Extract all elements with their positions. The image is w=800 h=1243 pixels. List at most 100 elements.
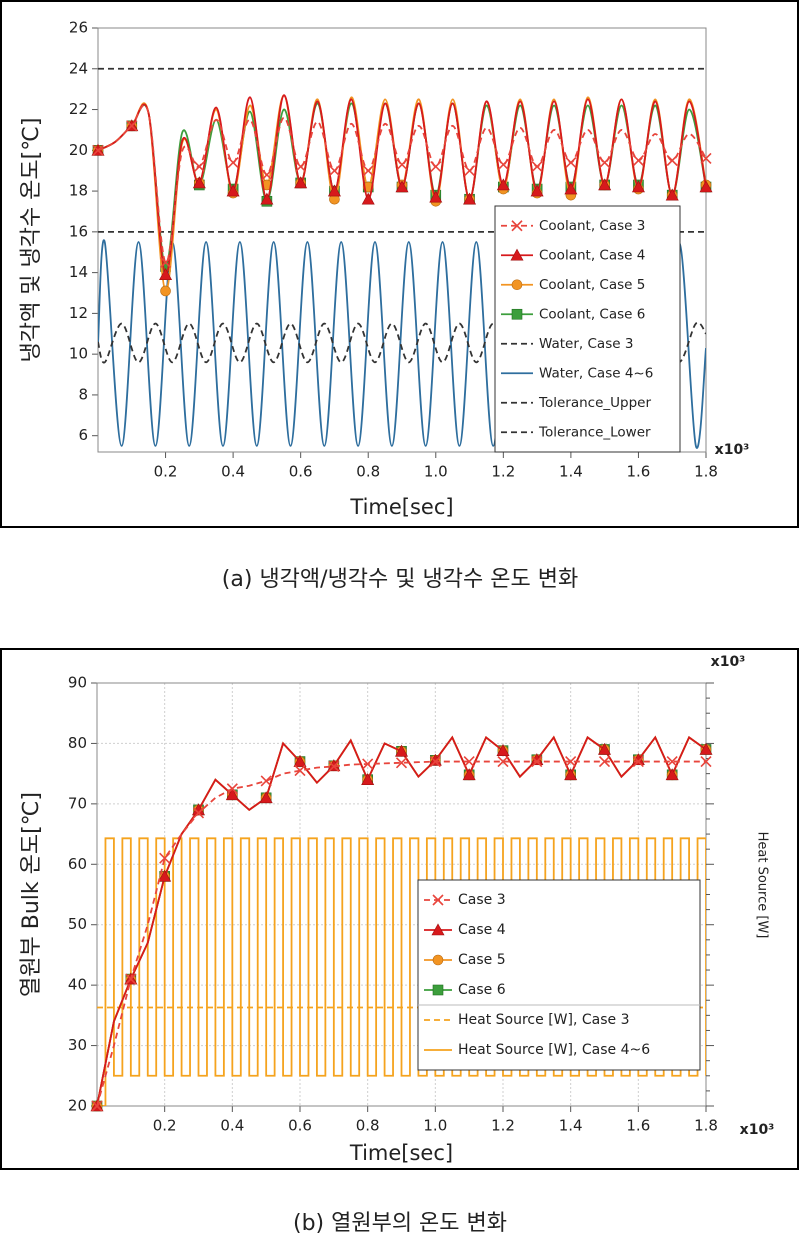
x-tick-label: 1.4 <box>559 463 583 481</box>
y-tick-label: 18 <box>69 182 88 200</box>
y2-axis-title: Heat Source [W] <box>755 832 770 939</box>
marker <box>598 178 612 191</box>
marker <box>510 248 524 261</box>
y2-multiplier: x10³ <box>711 654 746 670</box>
legend-label: Water, Case 3 <box>539 336 633 352</box>
marker <box>432 954 444 966</box>
marker <box>530 184 544 197</box>
y-axis-title: 열원부 Bulk 온도[℃] <box>19 792 44 997</box>
marker <box>92 144 104 156</box>
marker <box>328 165 341 177</box>
marker <box>361 773 375 785</box>
panel-frame <box>0 0 799 528</box>
marker <box>463 192 477 205</box>
marker <box>511 220 523 232</box>
marker <box>463 755 475 768</box>
marker <box>362 758 374 770</box>
marker <box>395 757 408 769</box>
marker <box>125 973 137 985</box>
marker <box>598 755 611 768</box>
x-multiplier: x10³ <box>715 442 750 458</box>
y-tick-label: 80 <box>68 734 87 752</box>
marker <box>531 161 543 173</box>
legend-label: Heat Source [W], Case 4~6 <box>458 1042 650 1058</box>
y-tick-label: 20 <box>69 141 88 159</box>
marker <box>463 165 476 177</box>
marker <box>665 188 679 201</box>
marker <box>226 783 238 795</box>
marker <box>160 285 171 297</box>
marker <box>159 852 171 864</box>
marker <box>429 755 441 768</box>
marker <box>394 744 409 757</box>
x-tick-label: 1.2 <box>491 463 515 481</box>
legend-label: Tolerance_Lower <box>538 424 651 440</box>
legend-box <box>494 205 681 453</box>
marker <box>396 159 408 171</box>
series-line <box>98 321 706 364</box>
y-axis-title: 냉각액 및 냉각수 온도[℃] <box>19 117 44 362</box>
y-tick-label: 40 <box>68 976 87 994</box>
marker <box>565 156 577 169</box>
marker <box>159 268 173 280</box>
marker <box>511 279 523 291</box>
marker <box>599 156 611 169</box>
marker <box>260 775 272 787</box>
marker <box>564 768 578 781</box>
x-tick-label: 0.6 <box>289 463 313 481</box>
marker <box>632 755 644 768</box>
marker <box>159 256 172 268</box>
legend-label: Case 4 <box>458 922 506 938</box>
y-tick-label: 16 <box>69 222 88 240</box>
marker <box>632 154 645 167</box>
x-tick-label: 0.2 <box>154 463 178 481</box>
legend-label: Tolerance_Upper <box>538 395 651 411</box>
marker <box>328 760 340 772</box>
y-tick-label: 12 <box>69 304 88 322</box>
marker <box>666 755 678 768</box>
marker <box>431 923 445 936</box>
y-tick-label: 22 <box>69 100 88 118</box>
marker <box>294 176 308 189</box>
x-tick-label: 0.8 <box>356 463 380 481</box>
marker <box>700 755 712 768</box>
legend-label: Coolant, Case 5 <box>539 277 645 293</box>
x-tick-label: 1.4 <box>559 1117 583 1135</box>
x-tick-label: 1.0 <box>424 463 448 481</box>
marker <box>158 869 172 882</box>
marker <box>225 788 239 801</box>
y-tick-label: 70 <box>68 794 87 812</box>
marker <box>260 192 274 205</box>
marker <box>227 156 239 169</box>
y-tick-label: 26 <box>69 19 88 37</box>
marker <box>497 159 509 171</box>
legend-label: Coolant, Case 4 <box>539 247 645 263</box>
y-tick-label: 20 <box>68 1097 87 1115</box>
marker <box>511 308 523 320</box>
y-tick-label: 90 <box>68 674 87 692</box>
caption: (a) 냉각액/냉각수 및 냉각수 온도 변화 <box>222 567 578 592</box>
legend-label: Heat Source [W], Case 3 <box>458 1012 629 1028</box>
x-axis-title: Time[sec] <box>349 495 453 519</box>
panel-frame <box>0 648 799 1170</box>
x-tick-label: 0.4 <box>221 463 245 481</box>
legend-label: Case 5 <box>458 952 506 968</box>
x-tick-label: 0.8 <box>356 1117 380 1135</box>
x-tick-label: 0.2 <box>153 1117 177 1135</box>
marker <box>496 744 510 756</box>
marker <box>564 182 578 195</box>
marker <box>665 768 679 781</box>
marker <box>428 753 442 766</box>
legend-label: Case 6 <box>458 982 506 998</box>
legend-box <box>417 879 701 1071</box>
y-tick-label: 30 <box>68 1036 87 1054</box>
marker <box>699 180 713 193</box>
marker <box>531 755 543 768</box>
x-axis-title: Time[sec] <box>349 1141 453 1165</box>
x-tick-label: 1.6 <box>626 1117 650 1135</box>
marker <box>293 754 307 767</box>
y-tick-label: 14 <box>69 263 88 281</box>
y-tick-label: 8 <box>78 385 88 403</box>
